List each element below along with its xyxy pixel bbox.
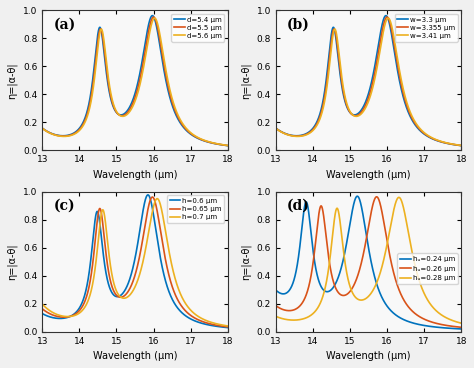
- X-axis label: Wavelength (μm): Wavelength (μm): [326, 351, 411, 361]
- Text: (d): (d): [287, 199, 310, 213]
- Legend: h=0.6 μm, h=0.65 μm, h=0.7 μm: h=0.6 μm, h=0.65 μm, h=0.7 μm: [167, 195, 224, 223]
- X-axis label: Wavelength (μm): Wavelength (μm): [93, 170, 177, 180]
- Legend: w=3.3 μm, w=3.355 μm, w=3.41 μm: w=3.3 μm, w=3.355 μm, w=3.41 μm: [395, 14, 458, 42]
- Text: (b): (b): [287, 17, 310, 31]
- X-axis label: Wavelength (μm): Wavelength (μm): [326, 170, 411, 180]
- Y-axis label: η=|α-θ|: η=|α-θ|: [7, 62, 18, 99]
- Text: (a): (a): [54, 17, 76, 31]
- Text: (c): (c): [54, 199, 75, 213]
- Legend: hᵤ=0.24 μm, hᵤ=0.26 μm, hᵤ=0.28 μm: hᵤ=0.24 μm, hᵤ=0.26 μm, hᵤ=0.28 μm: [397, 254, 458, 284]
- Y-axis label: η=|α-θ|: η=|α-θ|: [240, 243, 251, 280]
- Y-axis label: η=|α-θ|: η=|α-θ|: [240, 62, 251, 99]
- X-axis label: Wavelength (μm): Wavelength (μm): [93, 351, 177, 361]
- Y-axis label: η=|α-θ|: η=|α-θ|: [7, 243, 18, 280]
- Legend: d=5.4 μm, d=5.5 μm, d=5.6 μm: d=5.4 μm, d=5.5 μm, d=5.6 μm: [172, 14, 224, 42]
